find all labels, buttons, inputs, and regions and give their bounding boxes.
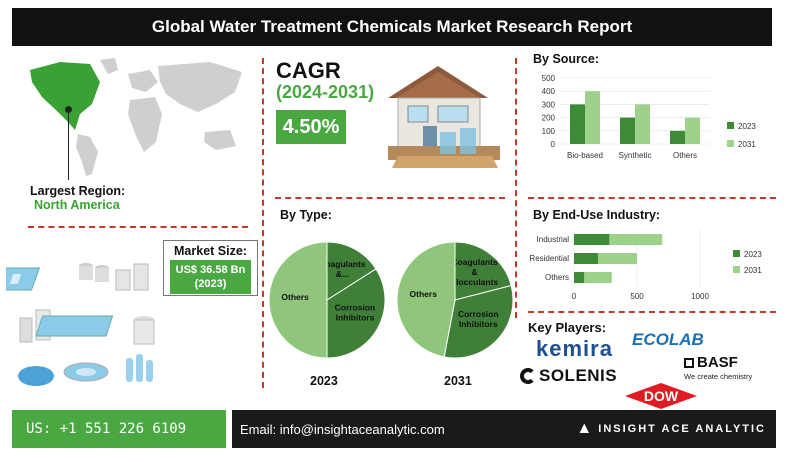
legend-swatch-2031 [727, 140, 734, 147]
bar-2023-Others [574, 272, 585, 283]
legend-swatch-2031 [733, 266, 740, 273]
pie-slice-2 [268, 241, 328, 359]
x-tick-label: Bio-based [567, 151, 603, 160]
separator-right-h2 [528, 311, 776, 313]
pie-slice-0 [454, 241, 512, 301]
solenis-name: SOLENIS [539, 366, 618, 385]
key-players-label: Key Players: [528, 320, 607, 335]
bar-2023-Others [670, 130, 685, 144]
pie-slice-1 [443, 284, 514, 359]
pie-slice-1 [326, 268, 386, 359]
house-illustration [388, 66, 500, 168]
pie-slice-label: Others [410, 289, 438, 299]
bar-2031-Industrial [574, 234, 663, 245]
pie-slice-label: Coagulants &... [319, 259, 366, 279]
y-tick-label: Residential [530, 254, 569, 263]
x-tick-label: 1000 [691, 292, 709, 301]
basf-logo: BASF [684, 354, 738, 371]
bar-2023-Residential [574, 253, 598, 264]
basf-name: BASF [697, 354, 738, 371]
separator-left [262, 58, 264, 388]
bar-2031-Synthetic [635, 104, 650, 144]
y-tick-label: 500 [542, 74, 556, 83]
bar-2031-Others [574, 272, 612, 283]
dow-name: DOW [643, 388, 679, 404]
x-tick-label: Synthetic [619, 151, 652, 160]
legend-label-2023: 2023 [744, 250, 762, 259]
pie-year-2031: 2031 [444, 374, 472, 388]
y-tick-label: 300 [542, 100, 556, 109]
market-size-box: Market Size: US$ 36.58 Bn (2023) [163, 240, 258, 296]
by-type-label: By Type: [280, 208, 332, 222]
x-tick-label: Others [673, 151, 697, 160]
pie-slice-2 [396, 241, 456, 358]
by-source-label: By Source: [533, 52, 599, 66]
largest-region-label: Largest Region: [30, 184, 126, 198]
bar-2031-Bio-based [585, 91, 600, 144]
y-tick-label: 0 [551, 140, 556, 149]
legend-label-2031: 2031 [738, 140, 756, 149]
solenis-swirl-icon [520, 368, 536, 384]
y-tick-label: 400 [542, 87, 556, 96]
pie-slice-label: Corrosion Inhibitors [458, 309, 499, 329]
legend-label-2031: 2031 [744, 266, 762, 275]
pie-slice-label: Others [281, 292, 309, 302]
legend-label-2023: 2023 [738, 122, 756, 131]
market-size-amount: US$ 36.58 Bn [175, 264, 246, 276]
pie-chart-2031: Coagulants & Flocculants Corrosion Inhibitor… [396, 241, 514, 359]
x-tick-label: 500 [630, 292, 644, 301]
bar-2023-Industrial [574, 234, 610, 245]
pie-year-2023: 2023 [310, 374, 338, 388]
basf-square-icon [684, 357, 694, 368]
world-map [30, 58, 242, 176]
ecolab-logo: ECOLAB [632, 330, 704, 349]
separator-left-h [28, 226, 248, 228]
x-tick-label: 0 [572, 292, 577, 301]
insightace-logo-icon: ▲ [576, 420, 593, 437]
report-title: Global Water Treatment Chemicals Market … [12, 8, 772, 46]
water-plant-illustration [6, 263, 155, 386]
dow-logo: DOW [624, 382, 698, 410]
pie-slice-label: Corrosion Inhibitors [335, 302, 376, 322]
y-tick-label: 100 [542, 127, 556, 136]
bar-2023-Synthetic [620, 117, 635, 144]
legend-swatch-2023 [733, 250, 740, 257]
market-size-year: (2023) [194, 278, 227, 290]
footer-brand: INSIGHT ACE ANALYTIC [598, 423, 766, 435]
bar-2031-Residential [574, 253, 637, 264]
footer-email[interactable]: Email: info@insightaceanalytic.com [240, 421, 445, 437]
by-end-use-chart: 0 500 1000 Industrial Residential Others 2023 2… [530, 230, 762, 301]
pie-chart-2023: Coagulants &... Corrosion Inhibitors Others [268, 241, 386, 359]
cagr-period: (2024-2031) [276, 82, 375, 102]
market-size-label: Market Size: [174, 244, 247, 258]
pie-slice-0 [326, 241, 377, 301]
y-tick-label: Others [545, 273, 569, 282]
basf-tagline: We create chemistry [684, 372, 753, 381]
region-pointer-line [68, 108, 69, 180]
separator-right-h [528, 197, 776, 199]
dow-diamond-icon [625, 383, 697, 409]
bar-2031-Others [685, 117, 700, 144]
by-source-chart: 0 100 200 300 400 500 Bio-based Synthetic Others… [542, 74, 757, 160]
footer-phone[interactable]: US: +1 551 226 6109 [12, 410, 226, 448]
pie-slice-label: Coagulants & Flocculants [451, 257, 499, 287]
largest-region-value: North America [34, 198, 120, 212]
separator-right [515, 58, 517, 318]
by-end-use-label: By End-Use Industry: [533, 208, 661, 222]
cagr-value: 4.50% [276, 110, 346, 144]
solenis-logo: SOLENIS [520, 366, 617, 386]
bar-2023-Bio-based [570, 104, 585, 144]
separator-mid-h [275, 197, 505, 199]
market-size-value: US$ 36.58 Bn (2023) [170, 260, 251, 294]
region-pointer-dot [65, 106, 72, 113]
y-tick-label: Industrial [537, 235, 570, 244]
legend-swatch-2023 [727, 122, 734, 129]
kemira-logo: kemira [536, 336, 613, 361]
cagr-label: CAGR [276, 58, 341, 83]
footer-bar: Email: info@insightaceanalytic.com ▲ INS… [232, 410, 776, 448]
y-tick-label: 200 [542, 114, 556, 123]
